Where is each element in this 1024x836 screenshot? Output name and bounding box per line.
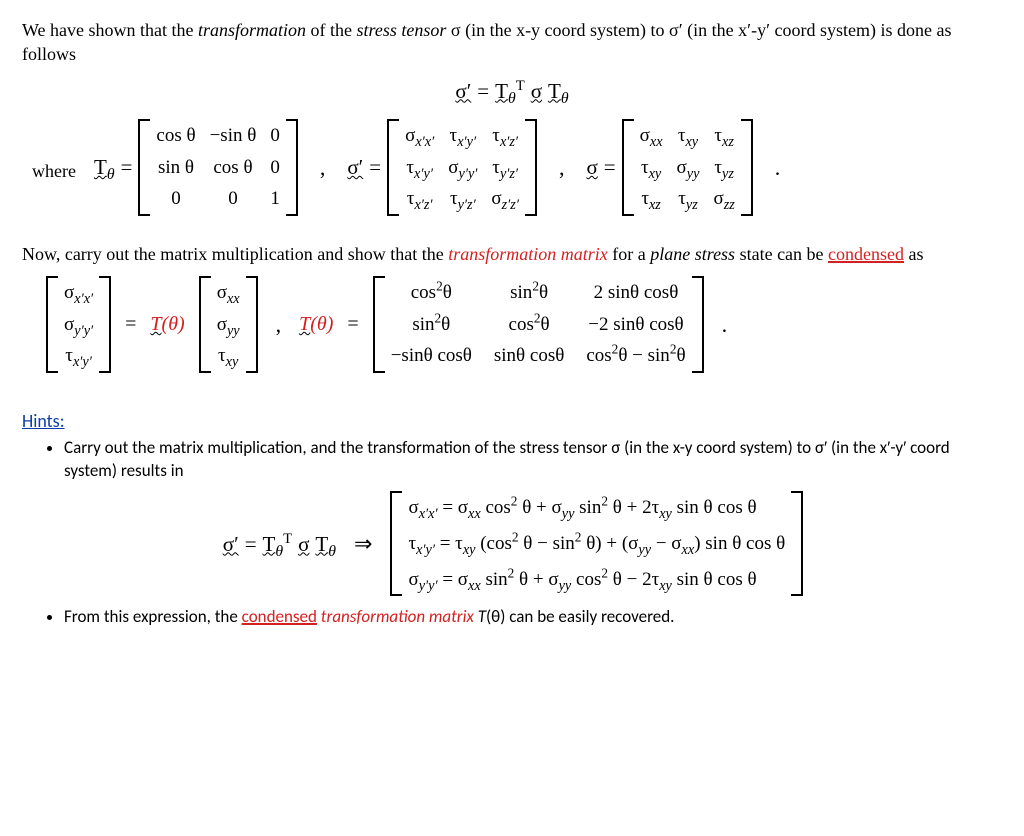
- h2a: From this expression, the: [64, 606, 242, 627]
- Ttheta-def: Tθ = cos θ−sin θ0sin θcos θ0001: [94, 119, 298, 216]
- matrix-cell: τxz: [714, 123, 734, 149]
- hints-title: Hints:: [22, 409, 1002, 433]
- p1b: transformation: [198, 20, 306, 40]
- p2d: plane stress: [650, 244, 735, 264]
- matrix-cell: cos θ: [213, 155, 252, 181]
- matrix-cell: 2 sinθ cosθ: [594, 280, 679, 306]
- matrix-cell: τx′y′ = τxy (cos2 θ − sin2 θ) + (σyy − σ…: [408, 531, 785, 557]
- matrix-cell: sinθ cosθ: [494, 343, 564, 369]
- arrow-icon: ⇒: [354, 529, 372, 559]
- matrix-cell: σyy: [217, 312, 240, 338]
- Ttheta-big-matrix: cos2θ sin2θ 2 sinθ cosθ sin2θ cos2θ −2 sinθ c…: [373, 276, 704, 373]
- matrix-cell: τxz: [641, 186, 661, 212]
- matrix-cell: τx′z′: [407, 186, 433, 212]
- matrix-cell: −sin θ: [210, 123, 257, 149]
- p2a: Now, carry out the matrix multiplication…: [22, 244, 448, 264]
- eq1-Ta: TθT: [495, 77, 525, 105]
- matrix-cell: σx′x′ = σxx cos2 θ + σyy sin2 θ + 2τxy s…: [408, 495, 756, 521]
- matrix-cell: cos2θ − sin2θ: [586, 343, 685, 369]
- condense-paragraph: Now, carry out the matrix multiplication…: [22, 242, 1002, 266]
- vec-orig: σxx σyy τxy: [199, 276, 258, 373]
- matrix-cell: sin2θ: [510, 280, 548, 306]
- matrix-cell: τxy: [678, 123, 698, 149]
- sigmap-matrix: σx′x′ τx′y′ τx′z′ τx′y′ σy′y′ τy′z′ τx′z′ τy′z′…: [387, 119, 537, 216]
- matrix-cell: −2 sinθ cosθ: [588, 312, 683, 338]
- period: .: [771, 153, 785, 183]
- sigma-def: σ = σxxτxyτxzτxyσyyτyzτxzτyzσzz: [586, 119, 752, 216]
- matrix-cell: σxx: [640, 123, 663, 149]
- equals-sign: =: [477, 77, 489, 105]
- matrix-cell: τx′y′: [450, 123, 477, 149]
- eq-sigma-prime: σ′ = TθT σ Tθ: [22, 77, 1002, 105]
- matrix-cell: 1: [270, 186, 280, 212]
- hints-list: Carry out the matrix multiplication, and…: [64, 437, 1002, 629]
- matrix-cell: σzz: [713, 186, 734, 212]
- vec-prime: σx′x′ σy′y′ τx′y′: [46, 276, 111, 373]
- h2g: (θ) can be easily recovered.: [486, 606, 674, 627]
- matrix-cell: σx′x′: [64, 280, 93, 306]
- matrix-cell: −sinθ cosθ: [391, 343, 472, 369]
- matrix-cell: cos θ: [156, 123, 195, 149]
- where-label: where: [32, 119, 76, 183]
- Ttheta-matrix: cos θ −sin θ 0 sin θ cos θ 0 0 0 1: [138, 119, 297, 216]
- matrix-cell: τx′y′: [65, 343, 92, 369]
- p2b: transformation matrix: [448, 244, 608, 264]
- eq1-Tb: Tθ: [548, 77, 569, 105]
- comma: ,: [316, 153, 330, 183]
- page: We have shown that the transformation of…: [0, 0, 1024, 659]
- matrix-cell: τy′z′: [450, 186, 476, 212]
- matrix-cell: σz′z′: [491, 186, 519, 212]
- p1c: of the: [306, 20, 356, 40]
- sigma-matrix: σxxτxyτxzτxyσyyτyzτxzτyzσzz: [622, 119, 753, 216]
- matrix-cell: 0: [270, 155, 280, 181]
- matrix-cell: τy′z′: [492, 155, 518, 181]
- matrix-cell: σxx: [217, 280, 240, 306]
- matrix-cell: σy′y′: [64, 312, 93, 338]
- matrix-cell: τyz: [714, 155, 734, 181]
- matrix-cell: sin θ: [158, 155, 194, 181]
- hint-item-2: From this expression, the condensed tran…: [64, 606, 1002, 629]
- p2f: condensed: [828, 244, 904, 264]
- p2e: state can be: [735, 244, 828, 264]
- p2c: for a: [608, 244, 650, 264]
- matrix-cell: 0: [228, 186, 238, 212]
- hint-eq-row: σ′ = TθT σ Tθ ⇒ σx′x′ = σxx cos2 θ + σyy…: [24, 491, 1002, 596]
- matrix-cell: cos2θ: [411, 280, 452, 306]
- matrix-cell: σx′x′: [405, 123, 434, 149]
- h2f: T: [478, 606, 486, 627]
- Ttheta-red-2: T(θ): [299, 311, 333, 338]
- Ttheta-red-1: T(θ): [150, 311, 184, 338]
- matrix-cell: τx′z′: [492, 123, 518, 149]
- condense-row: σx′x′σy′y′τx′y′ = T(θ) σxxσyyτxy , T(θ) …: [46, 276, 1002, 373]
- hint-item-1: Carry out the matrix multiplication, and…: [64, 437, 1002, 596]
- hint1-text: Carry out the matrix multiplication, and…: [64, 437, 950, 481]
- eq1-lhs: σ′: [455, 77, 471, 105]
- matrix-cell: cos2θ: [509, 312, 550, 338]
- matrix-cell: τxy: [641, 155, 661, 181]
- matrix-cell: τx′y′: [406, 155, 433, 181]
- matrix-cell: sin2θ: [412, 312, 450, 338]
- p2g: as: [904, 244, 924, 264]
- p1a: We have shown that the: [22, 20, 198, 40]
- sigmap-def: σ′ = σx′x′τx′y′τx′z′τx′y′σy′y′τy′z′τx′z′…: [347, 119, 537, 216]
- matrix-cell: σyy: [677, 155, 700, 181]
- eq1-mid: σ: [531, 77, 542, 105]
- p1d: stress tensor: [357, 20, 447, 40]
- matrix-cell: 0: [270, 123, 280, 149]
- matrix-cell: τyz: [678, 186, 698, 212]
- hint-eq-matrix: σx′x′ = σxx cos2 θ + σyy sin2 θ + 2τxy s…: [390, 491, 803, 596]
- matrix-cell: σy′y′: [448, 155, 477, 181]
- where-row: where Tθ = cos θ−sin θ0sin θcos θ0001 , …: [32, 119, 1002, 216]
- matrix-cell: τxy: [218, 343, 238, 369]
- matrix-cell: 0: [171, 186, 181, 212]
- h2b: condensed: [242, 606, 317, 627]
- comma: ,: [555, 153, 569, 183]
- matrix-cell: σy′y′ = σxx sin2 θ + σyy cos2 θ − 2τxy s…: [408, 567, 756, 593]
- h2d: transformation matrix: [321, 606, 474, 627]
- intro-paragraph: We have shown that the transformation of…: [22, 18, 1002, 67]
